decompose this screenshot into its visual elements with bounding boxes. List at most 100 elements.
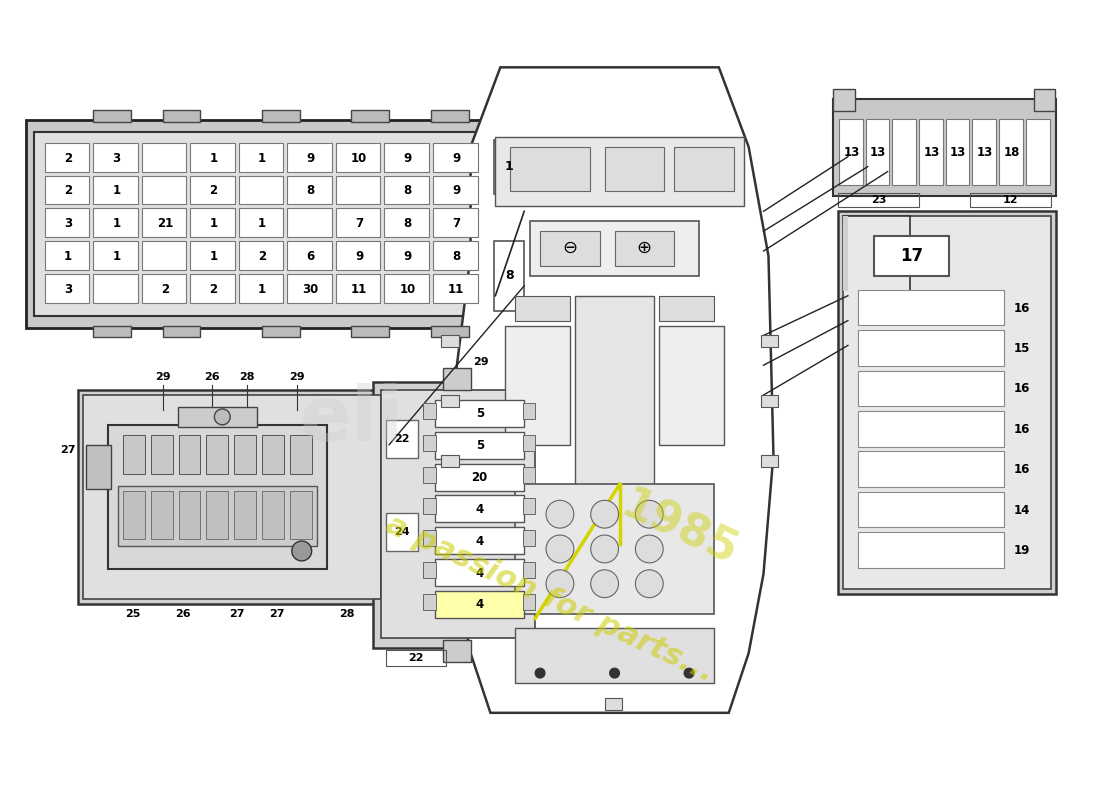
Circle shape	[214, 409, 230, 425]
Circle shape	[546, 535, 574, 563]
Bar	[510, 146, 590, 191]
Text: 1: 1	[209, 152, 218, 165]
Text: 10: 10	[399, 282, 416, 296]
Circle shape	[535, 668, 544, 678]
Bar	[515, 629, 714, 683]
Bar	[436, 464, 525, 490]
Bar	[674, 146, 734, 191]
Circle shape	[636, 535, 663, 563]
Bar	[505, 326, 570, 445]
Bar	[25, 120, 498, 327]
Text: a passion for parts...: a passion for parts...	[382, 510, 718, 687]
Text: 10: 10	[351, 152, 367, 165]
Text: 27: 27	[270, 609, 285, 618]
Bar	[163, 326, 200, 338]
Bar	[94, 142, 138, 171]
Bar	[123, 434, 145, 474]
Circle shape	[546, 570, 574, 598]
Bar	[972, 119, 997, 185]
Text: 9: 9	[452, 185, 460, 198]
Text: 2: 2	[64, 152, 72, 165]
Text: 11: 11	[448, 282, 464, 296]
Bar	[384, 175, 429, 204]
Bar	[78, 390, 386, 603]
Bar	[94, 241, 138, 270]
Bar	[843, 216, 848, 290]
Polygon shape	[446, 67, 773, 713]
Circle shape	[609, 668, 619, 678]
Bar	[858, 290, 1004, 326]
Text: 9: 9	[452, 152, 460, 165]
Text: 22: 22	[408, 653, 424, 663]
Text: 30: 30	[302, 282, 319, 296]
Bar	[436, 559, 525, 586]
Bar	[946, 119, 969, 185]
Bar	[142, 241, 186, 270]
Bar	[874, 236, 948, 276]
Bar	[239, 274, 284, 302]
Bar	[760, 454, 779, 466]
Bar	[262, 110, 299, 122]
Bar	[384, 208, 429, 237]
Bar	[142, 175, 186, 204]
Bar	[436, 495, 525, 522]
Bar	[433, 208, 477, 237]
Text: 2: 2	[209, 282, 218, 296]
Bar	[838, 211, 1056, 594]
Bar	[495, 137, 744, 206]
Bar	[436, 432, 525, 458]
Bar	[239, 241, 284, 270]
Circle shape	[684, 668, 694, 678]
Bar	[234, 491, 256, 539]
Bar	[287, 208, 332, 237]
Bar	[86, 445, 111, 490]
Bar	[424, 530, 436, 546]
Bar	[839, 119, 862, 185]
Text: 1: 1	[112, 250, 120, 263]
Text: ⊖: ⊖	[562, 239, 578, 257]
Circle shape	[292, 541, 311, 561]
Bar	[530, 222, 698, 276]
Bar	[44, 241, 89, 270]
Bar	[336, 274, 381, 302]
Bar	[34, 132, 491, 315]
Text: 13: 13	[923, 146, 939, 159]
Bar	[44, 175, 89, 204]
Bar	[287, 241, 332, 270]
Bar	[178, 491, 200, 539]
Bar	[540, 231, 600, 266]
Text: 8: 8	[404, 218, 411, 230]
Bar	[44, 142, 89, 171]
Bar	[524, 562, 536, 578]
Bar	[386, 650, 446, 666]
Bar	[515, 485, 714, 614]
Bar	[424, 498, 436, 514]
Text: 8: 8	[307, 185, 315, 198]
Bar	[433, 175, 477, 204]
Bar	[262, 326, 299, 338]
Bar	[289, 434, 311, 474]
Text: 29: 29	[289, 372, 305, 382]
Bar	[351, 326, 389, 338]
Text: 16: 16	[1013, 302, 1030, 314]
Text: 18: 18	[1003, 146, 1020, 159]
Text: 16: 16	[1013, 382, 1030, 395]
Bar	[118, 486, 317, 546]
Text: 1: 1	[258, 282, 266, 296]
Bar	[424, 403, 436, 419]
Bar	[858, 492, 1004, 527]
Text: 13: 13	[950, 146, 966, 159]
Bar	[524, 594, 536, 610]
Bar	[494, 241, 525, 310]
Bar	[336, 175, 381, 204]
Text: 26: 26	[205, 372, 220, 382]
Bar	[424, 594, 436, 610]
Text: 24: 24	[394, 527, 410, 537]
Bar	[858, 532, 1004, 568]
Bar	[424, 466, 436, 482]
Text: 7: 7	[355, 218, 363, 230]
Text: 16: 16	[1013, 422, 1030, 436]
Bar	[494, 140, 525, 194]
Text: 1: 1	[505, 160, 514, 173]
Bar	[843, 216, 1052, 589]
